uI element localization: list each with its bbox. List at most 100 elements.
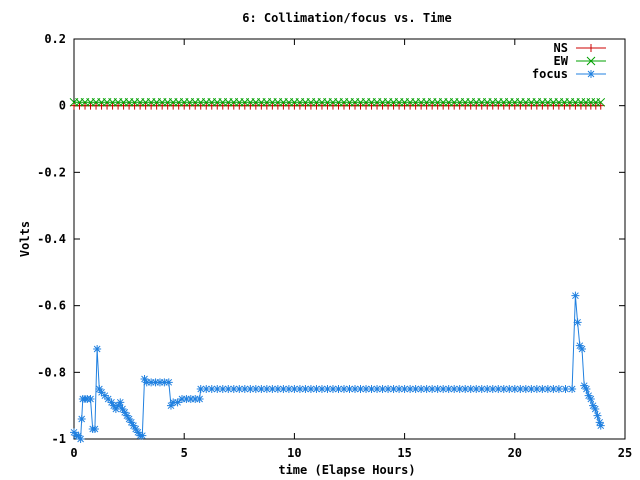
data-point	[406, 385, 415, 393]
data-point	[450, 385, 459, 393]
data-point	[587, 70, 595, 78]
data-point	[120, 408, 129, 417]
data-point	[191, 395, 200, 403]
data-point	[147, 378, 156, 387]
data-point	[251, 385, 260, 393]
data-point	[306, 385, 315, 393]
data-point	[411, 385, 420, 393]
data-point	[312, 385, 321, 393]
data-point	[70, 428, 78, 437]
data-point	[549, 385, 558, 393]
data-point	[76, 435, 85, 443]
x-tick-label: 15	[397, 446, 411, 460]
data-point	[129, 421, 138, 430]
data-point	[229, 385, 238, 393]
data-point	[111, 405, 120, 413]
data-point	[177, 395, 186, 403]
data-point	[472, 385, 481, 393]
data-point	[166, 401, 175, 410]
data-point	[169, 398, 178, 407]
data-point	[417, 385, 426, 393]
data-point	[328, 385, 337, 393]
data-point	[433, 385, 442, 393]
data-point	[118, 405, 127, 413]
data-point	[95, 385, 104, 393]
data-point	[213, 385, 222, 393]
data-point	[351, 385, 360, 393]
data-point	[173, 398, 182, 407]
data-point	[573, 318, 582, 327]
data-point	[428, 385, 437, 393]
data-point	[571, 291, 580, 300]
y-tick-label: -1	[52, 432, 66, 446]
data-point	[384, 385, 393, 393]
data-point	[356, 385, 365, 393]
data-point	[207, 385, 216, 393]
data-point	[133, 428, 142, 437]
data-point	[586, 395, 595, 403]
data-point	[155, 378, 164, 387]
x-tick-label: 5	[181, 446, 188, 460]
data-point	[593, 411, 602, 420]
data-point	[195, 395, 204, 403]
data-point	[122, 411, 131, 420]
data-point	[578, 345, 587, 353]
data-point	[284, 385, 293, 393]
data-point	[582, 385, 591, 393]
data-point	[554, 385, 563, 393]
data-point	[499, 385, 508, 393]
data-point	[74, 431, 83, 440]
data-point	[160, 378, 169, 387]
chart-title: 6: Collimation/focus vs. Time	[242, 11, 452, 25]
legend-label: NS	[554, 41, 568, 55]
data-point	[367, 385, 376, 393]
data-point	[584, 391, 593, 400]
y-axis: 0.2 0 -0.2 -0.4 -0.6 -0.8 -1	[37, 32, 625, 446]
data-point	[400, 385, 409, 393]
data-point	[77, 415, 86, 423]
data-point	[104, 395, 113, 403]
data-point	[595, 418, 604, 427]
data-point	[521, 385, 530, 393]
data-point	[378, 385, 387, 393]
data-point	[257, 385, 266, 393]
x-axis-label: time (Elapse Hours)	[278, 463, 415, 477]
y-tick-label: 0	[59, 99, 66, 113]
data-point	[140, 375, 149, 383]
data-point	[587, 44, 595, 52]
legend-item: focus	[532, 67, 606, 81]
y-axis-label: Volts	[18, 221, 32, 257]
data-point	[483, 385, 492, 393]
data-point	[127, 418, 136, 427]
legend-label: EW	[554, 54, 569, 68]
data-point	[86, 395, 95, 403]
data-point	[262, 385, 271, 393]
y-tick-label: -0.6	[37, 299, 66, 313]
data-point	[395, 385, 404, 393]
series-layer	[69, 97, 606, 443]
data-point	[586, 56, 596, 66]
data-point	[575, 341, 584, 350]
data-point	[444, 385, 453, 393]
data-point	[389, 385, 398, 393]
y-tick-label: -0.4	[37, 232, 66, 246]
data-point	[580, 381, 589, 390]
x-tick-label: 10	[287, 446, 301, 460]
data-point	[164, 378, 173, 387]
data-point	[362, 385, 371, 393]
data-point	[466, 385, 475, 393]
data-point	[125, 415, 134, 423]
data-point	[186, 395, 195, 403]
data-point	[439, 385, 448, 393]
data-point	[477, 385, 486, 393]
data-point	[516, 385, 525, 393]
data-point	[596, 97, 606, 107]
data-point	[202, 385, 211, 393]
data-point	[591, 405, 600, 413]
data-point	[235, 385, 244, 393]
data-point	[97, 388, 106, 397]
data-point	[538, 385, 547, 393]
data-point	[116, 398, 125, 407]
x-tick-label: 20	[508, 446, 522, 460]
data-point	[345, 385, 354, 393]
